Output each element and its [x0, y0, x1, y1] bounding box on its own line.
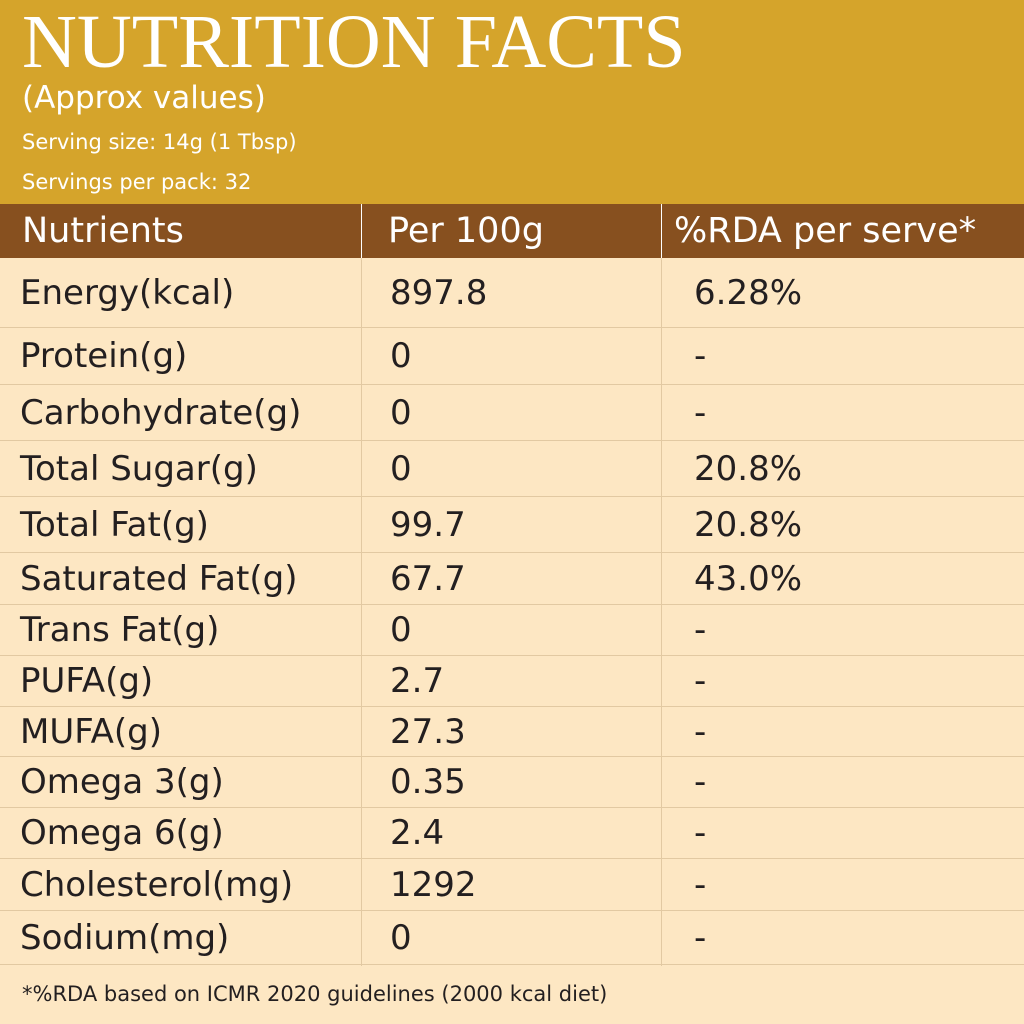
serving-size: Serving size: 14g (1 Tbsp) — [22, 130, 297, 154]
per-100g-value: 67.7 — [390, 558, 466, 599]
table-row: Total Fat(g) 99.7 20.8% — [0, 497, 1024, 553]
nutrient-name: Carbohydrate(g) — [20, 392, 302, 433]
subtitle: (Approx values) — [22, 80, 266, 116]
column-divider — [361, 258, 362, 966]
table-row: Protein(g) 0 - — [0, 328, 1024, 385]
rda-value: - — [694, 610, 707, 650]
header-banner: NUTRITION FACTS (Approx values) Serving … — [0, 0, 1024, 204]
table-row: Omega 6(g) 2.4 - — [0, 808, 1024, 859]
rda-value: - — [694, 762, 707, 802]
column-header-per-100g: Per 100g — [388, 211, 544, 251]
rda-value: - — [694, 336, 707, 376]
nutrient-name: MUFA(g) — [20, 711, 163, 752]
rda-value: 20.8% — [694, 504, 803, 545]
per-100g-value: 0.35 — [390, 762, 466, 802]
nutrient-name: Cholesterol(mg) — [20, 864, 294, 905]
table-header: Nutrients Per 100g %RDA per serve* — [0, 204, 1024, 258]
table-row: Energy(kcal) 897.8 6.28% — [0, 258, 1024, 328]
rda-value: - — [694, 917, 707, 958]
servings-per-pack: Servings per pack: 32 — [22, 170, 252, 194]
per-100g-value: 27.3 — [390, 711, 466, 752]
per-100g-value: 2.7 — [390, 661, 445, 701]
nutrition-table-body: Energy(kcal) 897.8 6.28% Protein(g) 0- Carboh… — [0, 258, 1024, 965]
nutrient-name: Sodium(mg) — [20, 917, 230, 958]
column-header-rda: %RDA per serve* — [674, 211, 977, 251]
rda-value: - — [694, 661, 707, 701]
nutrient-name: Trans Fat(g) — [20, 610, 220, 650]
nutrient-name: Omega 6(g) — [20, 813, 224, 853]
rda-value: - — [694, 864, 707, 905]
nutrient-name: Total Sugar(g) — [20, 448, 258, 489]
table-row: Omega 3(g) 0.35 - — [0, 757, 1024, 808]
rda-value: 20.8% — [694, 448, 803, 489]
per-100g-value: 0 — [390, 448, 412, 489]
table-row: Carbohydrate(g) 0 - — [0, 385, 1024, 441]
column-header-nutrients: Nutrients — [22, 211, 184, 251]
page-title: NUTRITION FACTS — [22, 0, 686, 84]
table-row: MUFA(g) 27.3 - — [0, 707, 1024, 757]
rda-value: - — [694, 392, 707, 433]
table-row: PUFA(g) 2.7 - — [0, 656, 1024, 707]
table-row: Total Sugar(g) 0 20.8% — [0, 441, 1024, 497]
nutrient-name: PUFA(g) — [20, 661, 154, 701]
per-100g-value: 0 — [390, 336, 412, 376]
footnote: *%RDA based on ICMR 2020 guidelines (200… — [22, 982, 608, 1006]
header-column-divider — [361, 204, 362, 258]
rda-value: 6.28% — [694, 272, 803, 313]
nutrient-name: Protein(g) — [20, 336, 188, 376]
per-100g-value: 1292 — [390, 864, 477, 905]
nutrient-name: Energy(kcal) — [20, 272, 235, 313]
table-row: Saturated Fat(g) 67.7 43.0% — [0, 553, 1024, 605]
rda-value: 43.0% — [694, 558, 803, 599]
column-divider — [661, 258, 662, 966]
table-row: Sodium(mg) 0 - — [0, 911, 1024, 965]
header-column-divider — [661, 204, 662, 258]
per-100g-value: 2.4 — [390, 813, 445, 853]
per-100g-value: 897.8 — [390, 272, 488, 313]
rda-value: - — [694, 813, 707, 853]
nutrient-name: Omega 3(g) — [20, 762, 224, 802]
per-100g-value: 99.7 — [390, 504, 466, 545]
per-100g-value: 0 — [390, 917, 412, 958]
rda-value: - — [694, 711, 707, 752]
table-row: Cholesterol(mg) 1292 - — [0, 859, 1024, 911]
nutrient-name: Total Fat(g) — [20, 504, 209, 545]
per-100g-value: 0 — [390, 610, 412, 650]
nutrient-name: Saturated Fat(g) — [20, 558, 298, 599]
table-row: Trans Fat(g) 0 - — [0, 605, 1024, 656]
per-100g-value: 0 — [390, 392, 412, 433]
